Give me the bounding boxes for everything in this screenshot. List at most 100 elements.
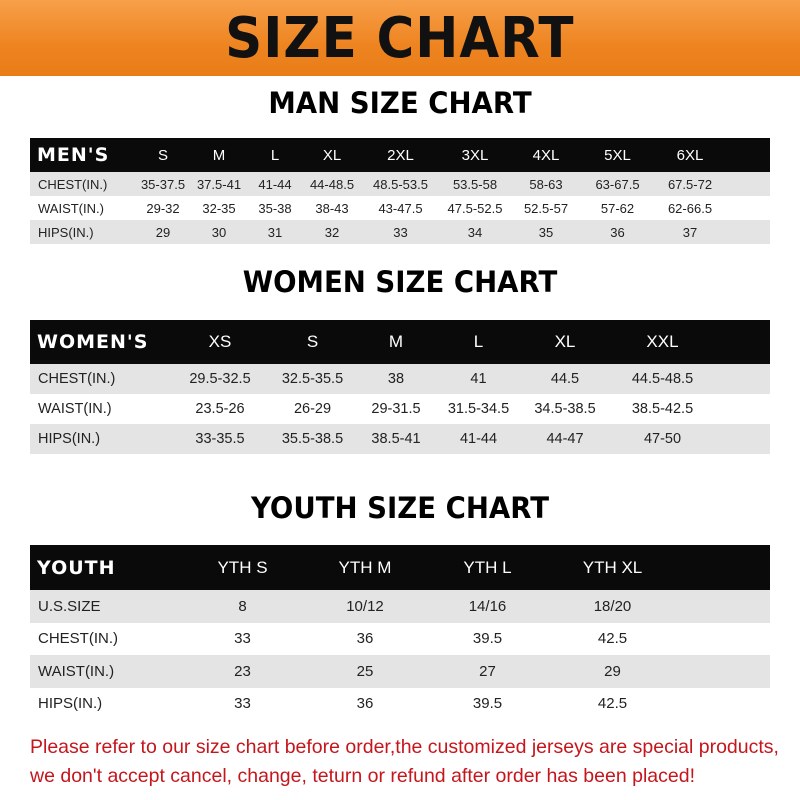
- table-cell: 43-47.5: [378, 200, 423, 216]
- table-cell: 35-38: [258, 200, 292, 216]
- table-cell: 27: [479, 662, 496, 680]
- youth-section-title: YOUTH SIZE CHART: [250, 491, 550, 525]
- table-cell: 52.5-57: [523, 200, 569, 216]
- size-header: 2XL: [387, 146, 414, 164]
- table-cell: 41-44: [459, 431, 498, 447]
- order-notice: Please refer to our size chart before or…: [30, 733, 790, 791]
- table-row: WAIST(IN.) 23 25 27 29: [30, 655, 770, 688]
- table-cell: 35: [538, 224, 554, 240]
- row-label: HIPS(IN.): [38, 431, 101, 447]
- table-row: HIPS(IN.) 29 30 31 32 33 34 35 36 37: [30, 220, 770, 244]
- table-cell: 35.5-38.5: [281, 431, 344, 447]
- table-cell: 8: [238, 597, 247, 615]
- table-cell: 29-32: [146, 200, 180, 216]
- table-cell: 18/20: [593, 597, 632, 615]
- table-cell: 29-31.5: [371, 401, 421, 417]
- table-cell: 38: [387, 371, 405, 387]
- order-notice-line-1: Please refer to our size chart before or…: [30, 736, 779, 758]
- header-row: WOMEN'S XS S M L XL XXL: [30, 320, 770, 364]
- table-cell: 29: [155, 224, 171, 240]
- size-header: XL: [554, 332, 576, 351]
- header-row: YOUTH YTH S YTH M YTH L YTH XL: [30, 545, 770, 590]
- table-cell: 23: [234, 662, 251, 680]
- table-cell: 44.5-48.5: [631, 371, 694, 387]
- size-header: XL: [322, 146, 342, 164]
- size-header: XS: [208, 332, 232, 351]
- table-cell: 62-66.5: [667, 200, 713, 216]
- table-cell: 58-63: [529, 176, 563, 192]
- row-label: CHEST(IN.): [38, 371, 116, 387]
- table-cell: 44.5: [550, 371, 580, 387]
- size-header: 3XL: [461, 146, 489, 164]
- table-cell: 31: [267, 224, 283, 240]
- size-header: 4XL: [532, 146, 560, 164]
- table-row: U.S.SIZE 8 10/12 14/16 18/20: [30, 590, 770, 623]
- table-cell: 25: [356, 662, 374, 680]
- table-cell: 41-44: [258, 176, 292, 192]
- men-section-title: MAN SIZE CHART: [268, 86, 532, 120]
- size-header: L: [473, 332, 484, 351]
- row-label: WAIST(IN.): [38, 200, 104, 216]
- youth-size-table: YOUTH YTH S YTH M YTH L YTH XL U.S.SIZE 8 10/12…: [30, 545, 770, 720]
- row-label: WAIST(IN.): [38, 401, 112, 417]
- table-cell: 33: [393, 224, 408, 240]
- table-cell: 47.5-52.5: [447, 200, 503, 216]
- page-title: SIZE CHART: [225, 5, 575, 71]
- table-cell: 32.5-35.5: [281, 371, 344, 387]
- size-header: M: [212, 146, 226, 164]
- table-cell: 36: [610, 224, 625, 240]
- title-banner: SIZE CHART: [0, 0, 800, 76]
- size-header: 6XL: [676, 146, 704, 164]
- table-row: HIPS(IN.) 33 36 39.5 42.5: [30, 687, 770, 720]
- table-row: WAIST(IN.) 23.5-26 26-29 29-31.5 31.5-34.5 34…: [30, 394, 770, 424]
- table-cell: 33-35.5: [195, 431, 245, 447]
- table-header-label: YOUTH: [37, 556, 116, 579]
- table-cell: 37.5-41: [196, 176, 242, 192]
- table-cell: 23.5-26: [195, 401, 245, 417]
- table-cell: 31.5-34.5: [447, 401, 510, 417]
- table-cell: 36: [356, 630, 374, 648]
- table-cell: 34.5-38.5: [534, 401, 596, 417]
- size-header: 5XL: [604, 146, 631, 164]
- table-cell: 57-62: [600, 200, 635, 216]
- size-header: XXL: [646, 332, 679, 351]
- table-cell: 41: [470, 371, 487, 387]
- table-cell: 34: [467, 224, 483, 240]
- table-cell: 29: [604, 662, 621, 680]
- table-cell: 42.5: [597, 695, 628, 713]
- size-header: YTH XL: [582, 557, 643, 577]
- table-cell: 32: [324, 224, 340, 240]
- row-label: U.S.SIZE: [38, 597, 101, 615]
- table-cell: 35-37.5: [140, 176, 186, 192]
- size-header: YTH S: [217, 557, 268, 577]
- table-cell: 44-48.5: [309, 176, 355, 192]
- size-header: S: [157, 146, 168, 164]
- size-header: YTH M: [338, 557, 392, 577]
- table-cell: 39.5: [472, 630, 503, 648]
- size-header: M: [388, 332, 404, 351]
- table-row: WAIST(IN.) 29-32 32-35 35-38 38-43 43-47.5 47.…: [30, 196, 770, 220]
- table-header-label: MEN'S: [37, 144, 110, 166]
- table-header-label: WOMEN'S: [37, 331, 149, 353]
- table-cell: 63-67.5: [595, 176, 640, 192]
- table-cell: 30: [211, 224, 227, 240]
- table-cell: 33: [234, 630, 251, 648]
- table-cell: 38-43: [315, 200, 349, 216]
- table-cell: 48.5-53.5: [373, 176, 428, 192]
- table-cell: 14/16: [468, 597, 507, 615]
- table-cell: 42.5: [597, 630, 628, 648]
- table-cell: 36: [356, 695, 374, 713]
- table-cell: 37: [682, 224, 698, 240]
- table-cell: 39.5: [472, 695, 503, 713]
- women-section-title: WOMEN SIZE CHART: [242, 265, 558, 299]
- row-label: CHEST(IN.): [38, 630, 118, 648]
- row-label: WAIST(IN.): [38, 662, 115, 680]
- table-cell: 33: [234, 695, 251, 713]
- table-cell: 53.5-58: [452, 176, 498, 192]
- table-cell: 38.5-42.5: [631, 401, 694, 417]
- table-cell: 44-47: [546, 431, 584, 447]
- table-row: CHEST(IN.) 35-37.5 37.5-41 41-44 44-48.5 48.5…: [30, 172, 770, 196]
- table-cell: 67.5-72: [667, 176, 713, 192]
- men-size-table: MEN'S S M L XL 2XL 3XL 4XL 5XL 6XL CHEST(IN.) 35-37…: [30, 138, 770, 244]
